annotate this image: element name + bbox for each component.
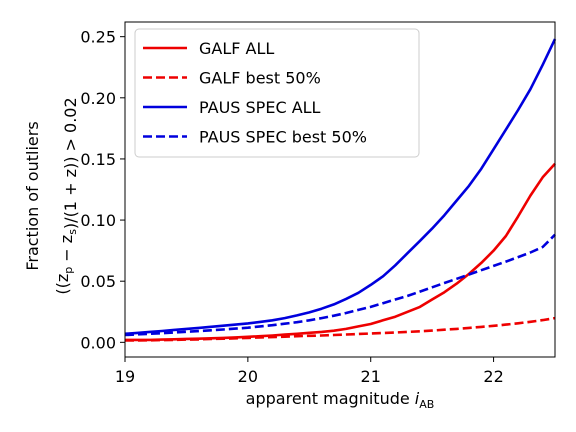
series-line-paus-spec-best-50: [124, 233, 556, 337]
x-tick-label: 19: [115, 367, 135, 386]
legend-label: PAUS SPEC ALL: [199, 98, 321, 117]
x-axis-ticks: 19 20 21 22: [115, 357, 504, 386]
x-tick-label: 21: [361, 367, 381, 386]
x-tick-label: 20: [238, 367, 258, 386]
y-tick-label: 0.20: [80, 89, 116, 108]
legend-entries: GALF ALL GALF best 50% PAUS SPEC ALL PAUS S…: [143, 39, 367, 147]
y-axis-ticks: 0.00 0.05 0.10 0.15 0.20 0.25: [80, 28, 125, 352]
plot-frame: [124, 21, 556, 358]
y-axis-title-line1: Fraction of outliers: [23, 121, 42, 270]
y-tick-label: 0.00: [80, 333, 116, 352]
series-line-paus-spec-all: [124, 38, 557, 336]
series-line-galf-best-50: [124, 316, 556, 342]
legend: GALF ALL GALF best 50% PAUS SPEC ALL PAUS S…: [134, 28, 420, 158]
x-axis-title: apparent magnitude iAB: [246, 389, 435, 411]
y-axis-title-line2: ((zp − zs)/(1 + z)) > 0.02: [53, 97, 80, 294]
y-tick-label: 0.15: [80, 150, 116, 169]
legend-label: PAUS SPEC best 50%: [199, 128, 367, 147]
y-tick-label: 0.05: [80, 272, 116, 291]
plot-lines: [124, 38, 557, 342]
legend-box: [134, 28, 420, 158]
y-tick-label: 0.25: [80, 28, 116, 47]
legend-label: GALF best 50%: [199, 69, 321, 88]
x-tick-label: 22: [483, 367, 503, 386]
y-tick-label: 0.10: [80, 211, 116, 230]
y-axis-title: Fraction of outliers ((zp − zs)/(1 + z))…: [23, 97, 80, 294]
legend-label: GALF ALL: [199, 39, 274, 58]
